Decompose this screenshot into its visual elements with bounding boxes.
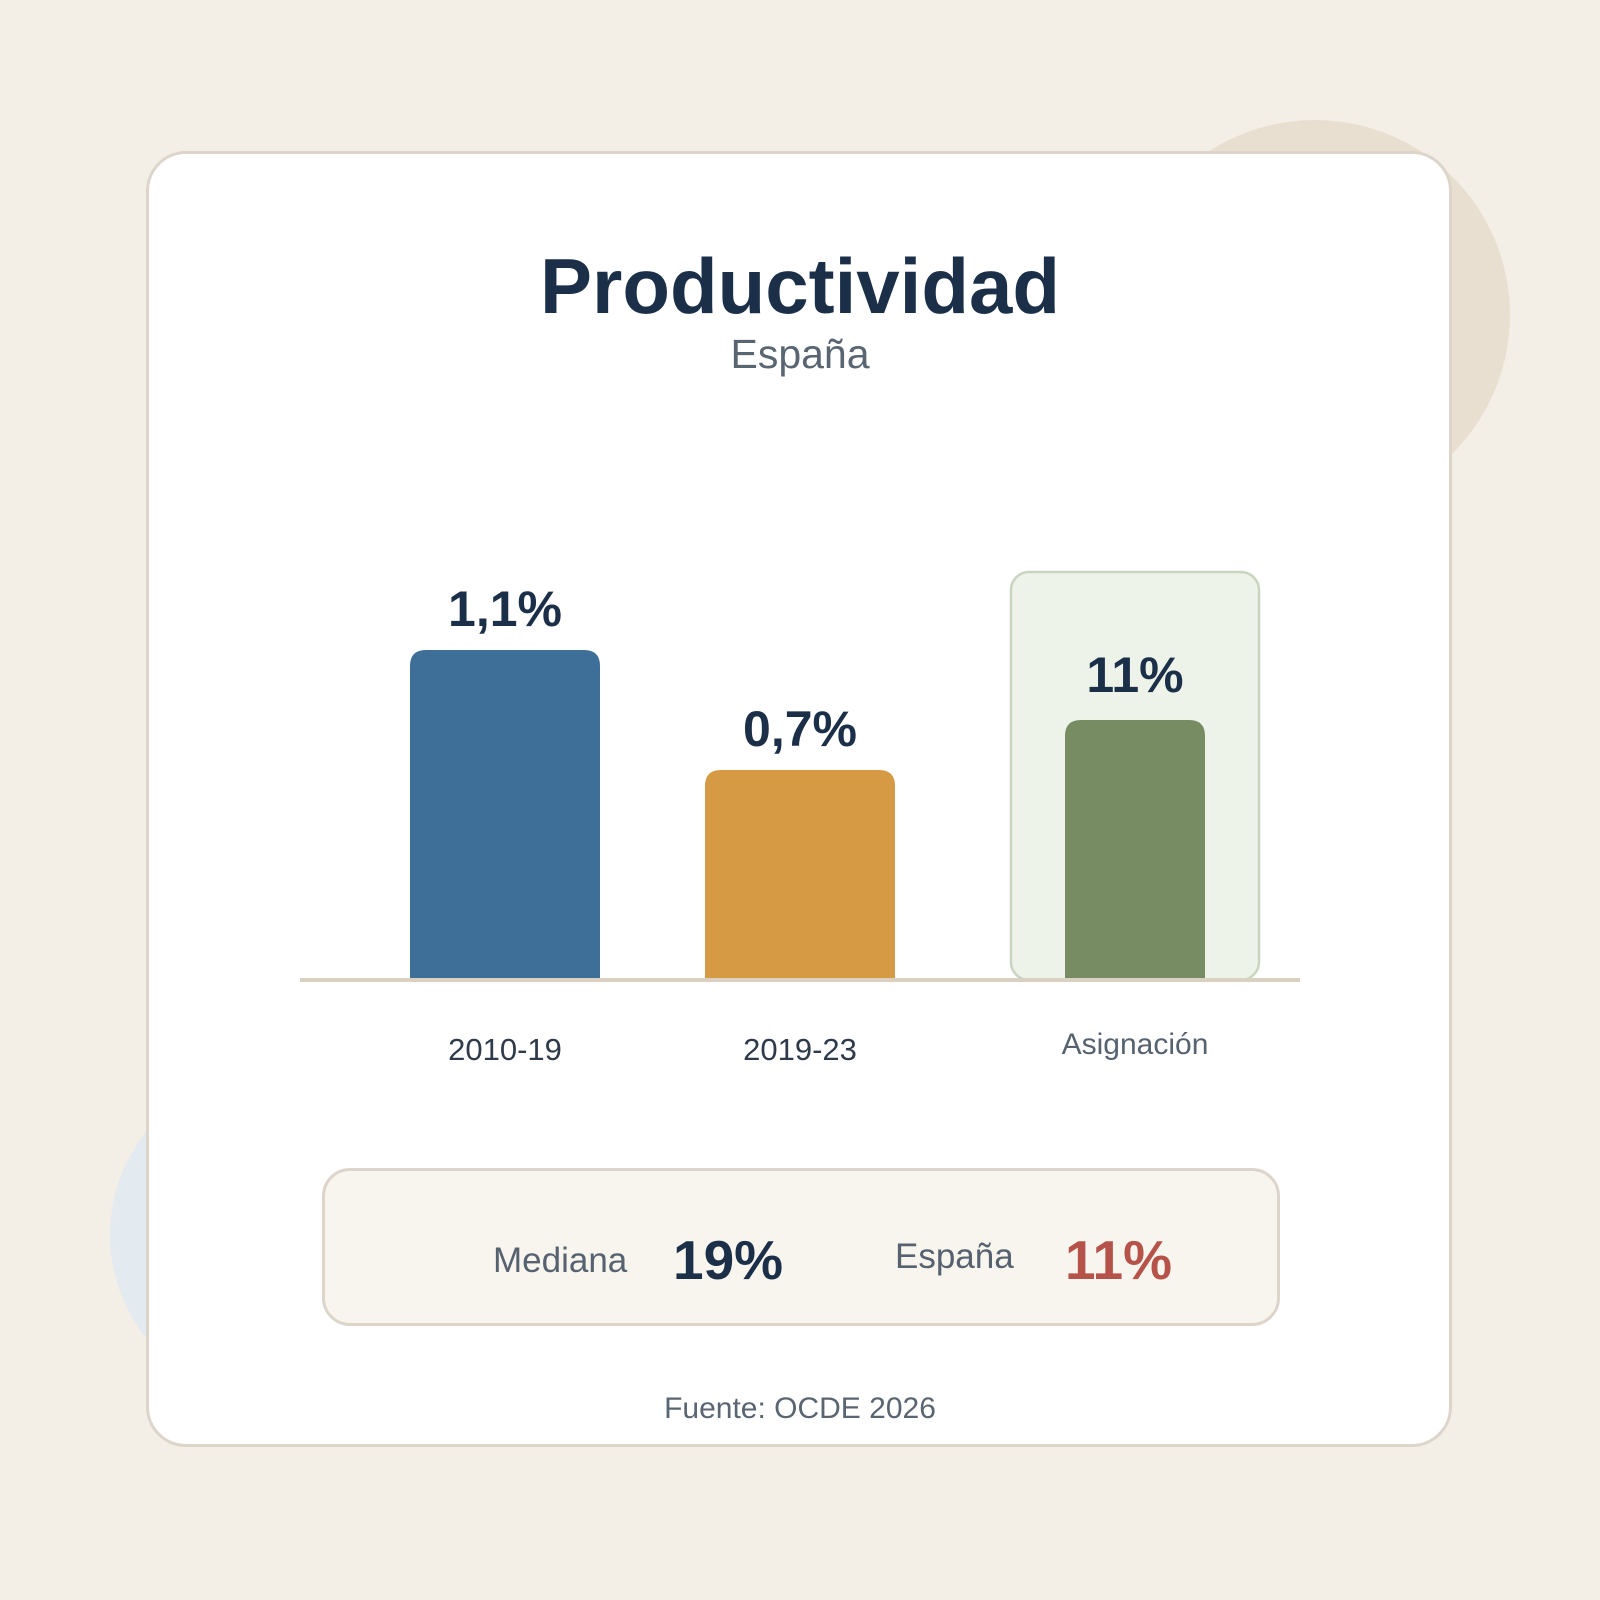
data-label: 11% (1086, 647, 1183, 703)
source-note: Fuente: OCDE 2026 (664, 1392, 936, 1425)
data-label: 0,7% (743, 701, 857, 757)
category-label: 2019-23 (743, 1032, 857, 1067)
spain-label: España (895, 1237, 1014, 1276)
data-label: 1,1% (448, 581, 562, 637)
bar-asignaci-n (1065, 720, 1205, 980)
median-label: Mediana (493, 1241, 628, 1280)
category-label: Asignación (1062, 1028, 1209, 1061)
median-value: 19% (673, 1229, 784, 1291)
chart-subtitle: España (730, 331, 870, 377)
spain-value: 11% (1065, 1229, 1173, 1291)
summary-box: Mediana 19% España 11% (322, 1168, 1280, 1326)
bar-2010-19 (410, 650, 600, 980)
chart-title: Productividad (539, 242, 1061, 330)
category-label: 2010-19 (448, 1032, 562, 1067)
bar-2019-23 (705, 770, 895, 980)
